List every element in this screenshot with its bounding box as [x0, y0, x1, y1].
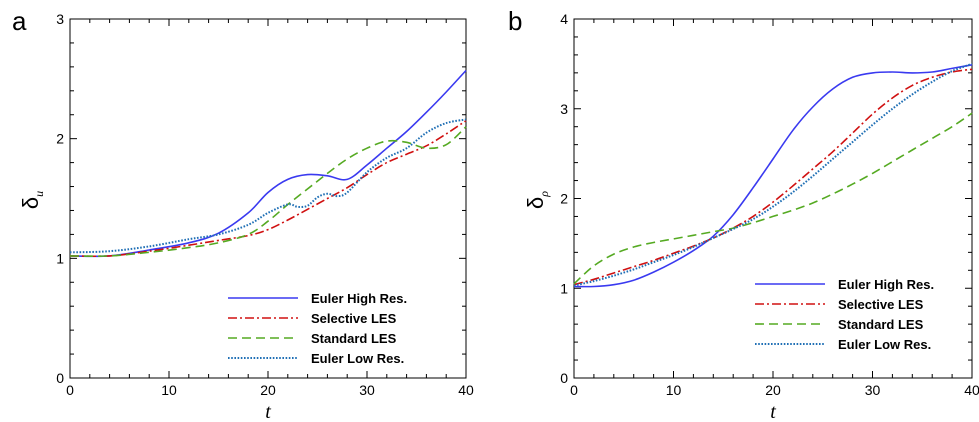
panel-b-xlabel: t: [770, 401, 776, 422]
panel-b-y-tick-label: 4: [560, 11, 568, 27]
panel-b-y-tick-label: 3: [560, 101, 568, 117]
panel-b-x-tick-label: 0: [570, 382, 578, 398]
panel-a-series-line-2: [70, 121, 466, 257]
panel-b-legend-label: Selective LES: [838, 297, 924, 312]
panel-a-y-tick-label: 2: [56, 131, 64, 147]
panel-a-legend-label: Euler Low Res.: [311, 351, 404, 366]
panel-b-ylabel: δρ: [523, 191, 551, 209]
panel-a-legend-label: Selective LES: [311, 311, 397, 326]
panel-a-x-tick-label: 10: [161, 382, 177, 398]
panel-a-ylabel: δu: [18, 191, 46, 209]
panel-b-series-line-3: [574, 113, 972, 284]
panel-a-x-tick-label: 20: [260, 382, 276, 398]
panel-a-x-tick-label: 30: [359, 382, 375, 398]
panel-a-legend-label: Euler High Res.: [311, 291, 407, 306]
panel-a-y-tick-label: 1: [56, 250, 64, 266]
panel-b-x-tick-label: 10: [666, 382, 682, 398]
panel-a-series-line-4: [70, 120, 466, 253]
panel-a-x-tick-label: 0: [66, 382, 74, 398]
panel-a-ylabel-subscript: u: [32, 191, 46, 197]
panel-a-ylabel-symbol: δ: [18, 197, 43, 209]
panel-b-plot-area: 0 10 20 30 40 0 1 2 3 4 Euler High Res. Selective L…: [560, 11, 979, 398]
panel-b: b t δρ 0 10 20 30 40 0 1 2 3 4 Euler High Res. Sele…: [508, 6, 979, 422]
panel-a-x-tick-label: 40: [458, 382, 474, 398]
panel-a-series-line-1: [70, 71, 466, 257]
panel-b-ylabel-subscript: ρ: [537, 191, 551, 198]
panel-b-series-line-2: [574, 69, 972, 284]
panel-b-x-tick-label: 30: [865, 382, 881, 398]
panel-a: a t δu 0 10 20 30 40 0 1 2 3 Euler High Res. Selec…: [12, 6, 474, 422]
panel-b-ylabel-symbol: δ: [523, 197, 548, 209]
panel-a-series-line-3: [70, 127, 466, 256]
panel-a-letter: a: [12, 6, 27, 36]
panel-b-legend-label: Euler High Res.: [838, 277, 934, 292]
panel-b-letter: b: [508, 6, 522, 36]
panel-b-x-tick-label: 40: [964, 382, 979, 398]
panel-b-x-tick-label: 20: [765, 382, 781, 398]
panel-b-legend-label: Euler Low Res.: [838, 337, 931, 352]
panel-a-legend-label: Standard LES: [311, 331, 397, 346]
panel-a-y-tick-label: 3: [56, 11, 64, 27]
panel-b-series-line-1: [574, 65, 972, 287]
panel-b-legend-label: Standard LES: [838, 317, 924, 332]
panel-a-axes-frame: [70, 19, 466, 378]
panel-b-y-tick-label: 0: [560, 370, 568, 386]
panel-b-y-tick-label: 2: [560, 191, 568, 207]
panel-a-plot-area: 0 10 20 30 40 0 1 2 3 Euler High Res. Selective LE…: [56, 11, 474, 398]
panel-a-y-tick-label: 0: [56, 370, 64, 386]
panel-b-series-line-4: [574, 64, 972, 286]
panel-a-xlabel: t: [265, 401, 271, 422]
panel-b-y-tick-label: 1: [560, 280, 568, 296]
